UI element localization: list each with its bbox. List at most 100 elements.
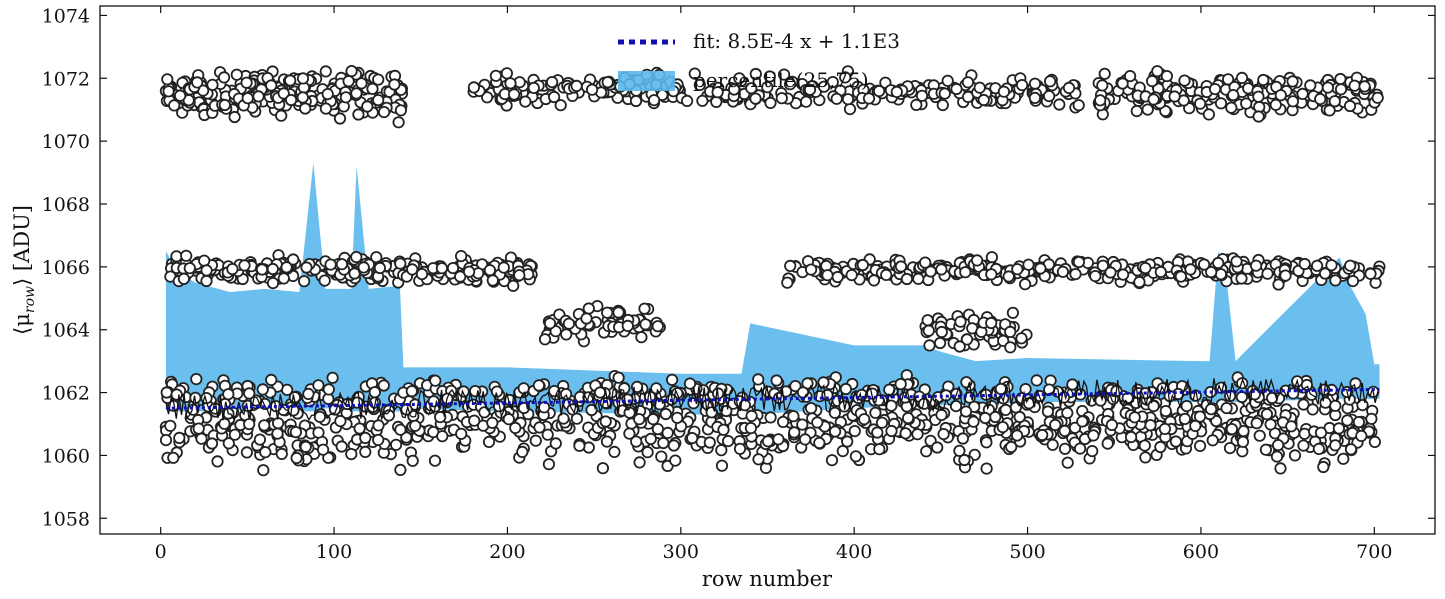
data-point — [644, 432, 657, 445]
data-point — [573, 439, 586, 452]
data-point — [733, 72, 746, 85]
data-point — [238, 259, 251, 272]
data-point — [1225, 101, 1238, 114]
data-point — [650, 382, 663, 395]
data-point — [1304, 79, 1317, 92]
data-point — [480, 91, 494, 104]
data-point — [1286, 75, 1299, 88]
data-point — [318, 274, 331, 287]
data-point — [612, 371, 625, 384]
data-point — [745, 82, 758, 95]
data-point — [862, 92, 876, 105]
data-point — [350, 87, 363, 100]
data-point — [1285, 420, 1298, 433]
data-point — [468, 414, 481, 427]
data-point — [693, 78, 706, 92]
data-point — [1235, 272, 1248, 285]
data-point — [1072, 99, 1085, 112]
data-point — [486, 416, 499, 429]
data-point — [277, 87, 290, 100]
data-point — [1139, 261, 1152, 275]
data-point — [601, 76, 614, 89]
data-point — [1169, 435, 1183, 448]
data-point — [910, 98, 923, 112]
data-point — [504, 77, 517, 90]
data-point — [967, 415, 980, 428]
y-tick-label: 1062 — [42, 383, 90, 405]
data-point — [775, 92, 788, 105]
data-point — [1184, 263, 1197, 276]
data-point — [497, 261, 510, 274]
data-point — [289, 425, 302, 439]
data-point — [312, 426, 325, 439]
data-point — [1022, 258, 1035, 271]
data-point — [1028, 77, 1042, 90]
data-point — [784, 259, 797, 272]
data-point — [377, 379, 390, 392]
data-point — [1144, 419, 1157, 432]
data-point — [901, 411, 915, 425]
data-point — [608, 445, 621, 458]
data-point — [985, 268, 998, 281]
data-point — [875, 416, 889, 429]
data-point — [960, 333, 974, 346]
data-point — [1311, 259, 1324, 272]
data-point — [1371, 91, 1384, 104]
data-point — [933, 336, 947, 350]
data-point — [803, 83, 817, 96]
data-point — [841, 435, 854, 448]
x-tick-label: 500 — [1009, 541, 1045, 563]
data-point — [319, 102, 332, 115]
data-point — [1341, 414, 1354, 427]
data-point — [715, 444, 728, 457]
data-point — [1061, 456, 1074, 469]
data-point — [931, 441, 944, 454]
data-point — [804, 263, 818, 276]
data-point — [839, 382, 853, 396]
data-point — [596, 462, 610, 475]
data-point — [638, 302, 651, 315]
data-point — [821, 269, 834, 282]
data-point — [241, 92, 254, 105]
data-point — [869, 406, 882, 419]
data-point — [680, 94, 694, 108]
data-point — [345, 447, 358, 461]
data-point — [266, 276, 280, 290]
data-point — [190, 372, 203, 386]
data-point — [335, 258, 348, 271]
data-point — [554, 99, 567, 112]
data-point — [849, 450, 863, 463]
data-point — [173, 431, 186, 444]
data-point — [836, 444, 849, 458]
data-point — [549, 325, 562, 338]
data-point — [435, 262, 448, 275]
data-point — [1069, 267, 1082, 281]
data-point — [542, 458, 556, 471]
data-point — [429, 374, 442, 387]
data-point — [345, 65, 358, 78]
data-point — [961, 76, 975, 89]
data-point — [941, 74, 954, 87]
data-point — [1250, 259, 1263, 272]
data-point — [633, 456, 646, 469]
data-point — [1223, 441, 1237, 455]
data-point — [1332, 422, 1346, 435]
data-point — [1178, 74, 1191, 87]
data-point — [651, 422, 665, 436]
data-point — [1004, 341, 1017, 354]
data-point — [1117, 268, 1130, 281]
data-point — [1323, 104, 1336, 117]
data-point — [1252, 90, 1265, 103]
data-point — [394, 423, 407, 436]
data-point — [1344, 259, 1357, 272]
data-point — [1212, 256, 1225, 270]
data-point — [532, 379, 546, 392]
data-point — [1306, 403, 1319, 416]
data-point — [372, 433, 385, 446]
data-point — [1036, 428, 1049, 442]
data-point — [1314, 93, 1327, 106]
data-point — [1011, 263, 1024, 276]
data-point — [302, 387, 315, 400]
data-point — [1296, 87, 1309, 101]
data-point — [749, 67, 762, 81]
